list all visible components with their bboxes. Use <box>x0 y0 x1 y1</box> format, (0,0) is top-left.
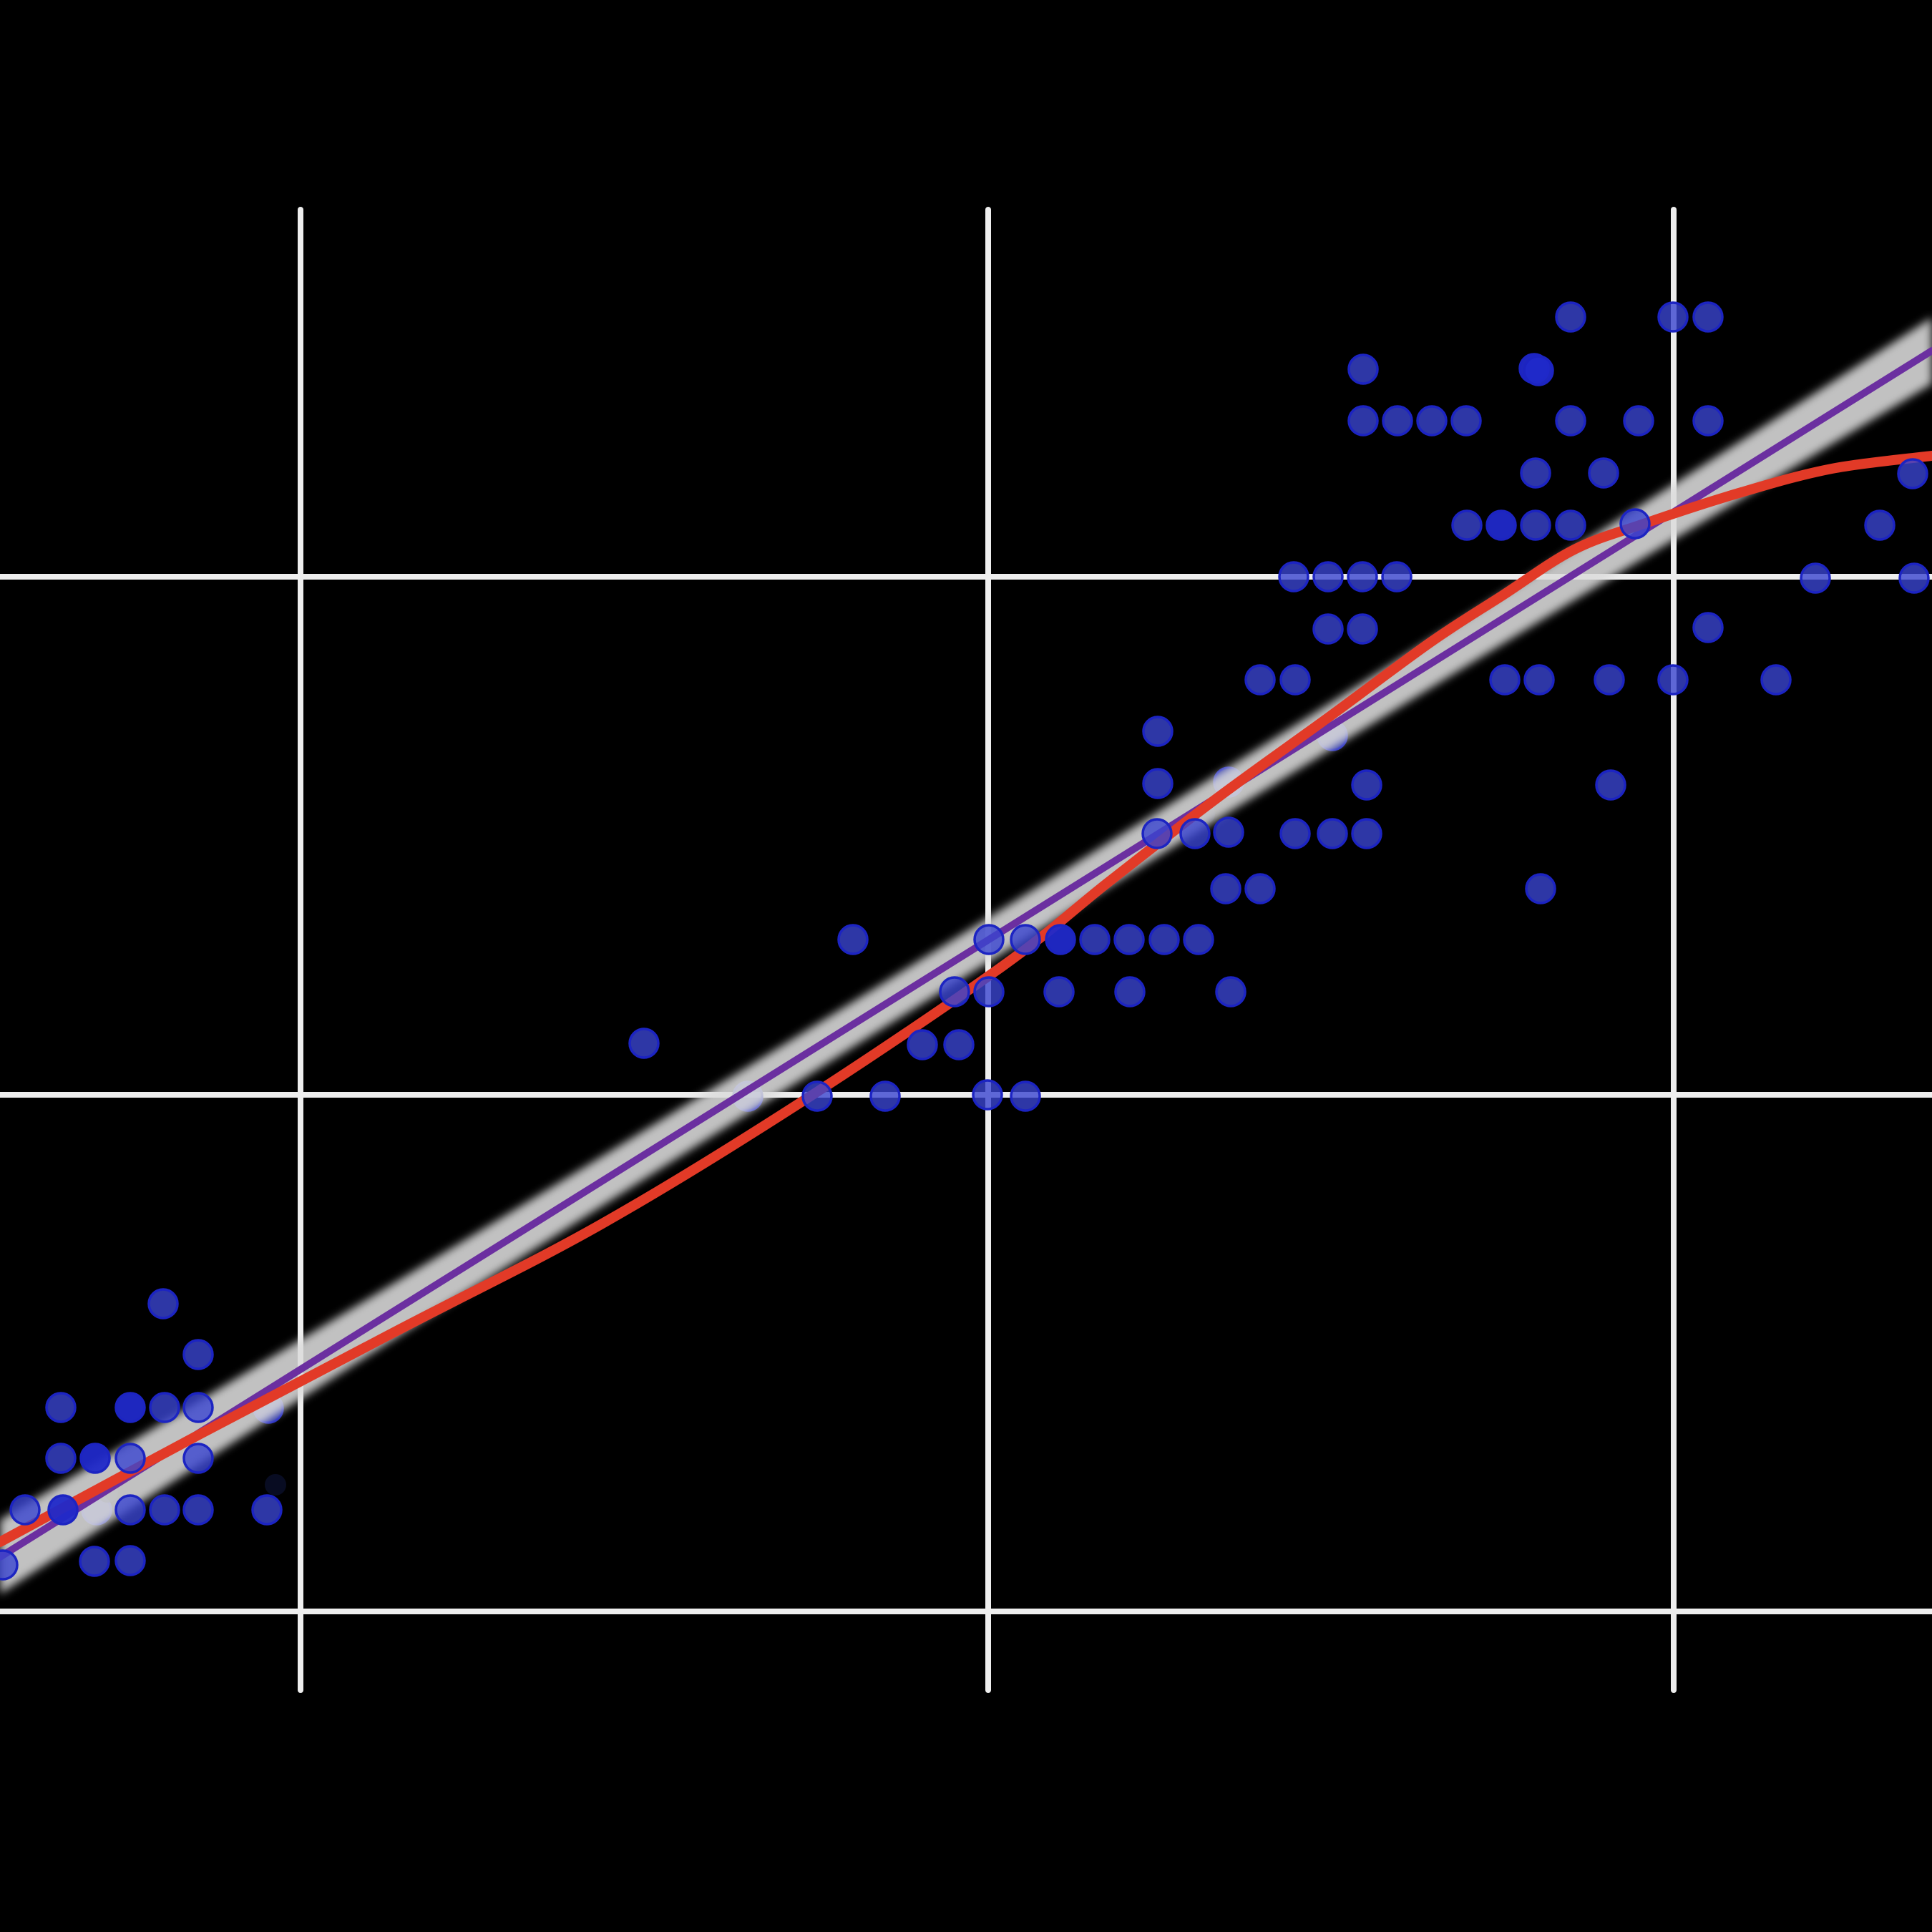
data-point-dark <box>47 1494 79 1526</box>
data-point <box>1416 405 1448 436</box>
data-point <box>1692 405 1724 436</box>
data-point <box>1043 976 1075 1008</box>
data-point-dark <box>1523 355 1554 386</box>
data-point <box>45 1392 77 1423</box>
data-point <box>1142 716 1174 747</box>
data-point <box>907 1029 938 1060</box>
data-point <box>149 1392 180 1423</box>
data-point <box>1347 561 1378 592</box>
data-point <box>1897 458 1928 489</box>
data-point <box>1381 561 1413 592</box>
data-point <box>1213 816 1244 848</box>
data-point-dark <box>79 1443 111 1474</box>
data-point <box>1760 664 1792 696</box>
data-point <box>1179 818 1211 849</box>
data-point <box>1525 873 1556 904</box>
data-point <box>79 1546 110 1577</box>
data-point <box>1351 818 1382 849</box>
data-point <box>1148 924 1180 955</box>
data-point <box>182 1443 214 1474</box>
data-point <box>1347 353 1379 385</box>
data-point <box>1489 664 1521 696</box>
data-point <box>1595 769 1626 801</box>
data-point <box>1183 924 1214 955</box>
data-point <box>114 1545 146 1576</box>
data-point <box>1450 405 1482 436</box>
data-point <box>939 976 970 1008</box>
data-point <box>1010 1080 1041 1112</box>
data-point <box>1351 769 1382 801</box>
data-point <box>1279 818 1311 849</box>
data-point <box>1141 818 1173 849</box>
data-point <box>1244 664 1276 696</box>
data-point <box>1244 873 1276 904</box>
data-point-ghost <box>265 1474 286 1496</box>
data-point <box>1623 405 1654 436</box>
data-point <box>1555 301 1586 333</box>
data-point <box>1800 562 1831 594</box>
data-point <box>628 1028 660 1059</box>
data-point <box>9 1494 41 1526</box>
data-point <box>1594 664 1625 696</box>
data-point <box>182 1494 214 1526</box>
data-point <box>1864 509 1896 541</box>
data-point <box>943 1029 975 1060</box>
data-point <box>1692 612 1724 643</box>
data-point <box>251 1494 283 1526</box>
data-point <box>1451 509 1483 541</box>
data-point <box>1113 924 1145 955</box>
data-point <box>1210 873 1241 904</box>
data-point <box>1347 405 1379 436</box>
data-point-dark <box>1045 924 1076 955</box>
data-point <box>0 1549 19 1581</box>
data-point <box>1312 613 1344 645</box>
data-point <box>1898 562 1930 594</box>
data-point <box>147 1288 179 1319</box>
data-point-dark <box>1485 509 1517 541</box>
data-point-dark <box>114 1392 146 1423</box>
data-point <box>1279 664 1311 696</box>
data-point <box>1317 818 1348 849</box>
data-point <box>801 1080 833 1112</box>
data-point <box>1010 924 1041 955</box>
data-point <box>837 924 869 955</box>
data-point <box>1114 976 1146 1008</box>
data-point <box>1657 301 1689 333</box>
data-point <box>1588 457 1619 489</box>
data-point <box>1692 301 1724 333</box>
linear-fit-line <box>0 347 1932 1561</box>
data-point <box>1520 509 1551 541</box>
data-point <box>1657 664 1689 696</box>
data-point <box>1523 664 1555 696</box>
data-point <box>1079 924 1111 955</box>
data-point <box>973 976 1005 1008</box>
data-point <box>45 1443 77 1474</box>
data-point <box>1520 457 1551 489</box>
data-point <box>1619 508 1651 540</box>
data-point <box>1347 613 1378 645</box>
data-point <box>182 1339 214 1370</box>
data-point <box>1555 405 1586 436</box>
data-point <box>1382 405 1413 436</box>
data-point <box>1278 561 1309 592</box>
data-point <box>182 1392 214 1423</box>
data-point <box>972 1079 1003 1111</box>
data-point <box>1555 509 1586 541</box>
data-point <box>114 1443 146 1474</box>
data-point <box>1312 561 1344 592</box>
data-point <box>114 1494 146 1526</box>
data-point <box>1142 768 1174 799</box>
data-point <box>1215 976 1246 1008</box>
data-point <box>973 924 1005 955</box>
data-point <box>869 1080 901 1112</box>
data-point <box>149 1494 180 1526</box>
